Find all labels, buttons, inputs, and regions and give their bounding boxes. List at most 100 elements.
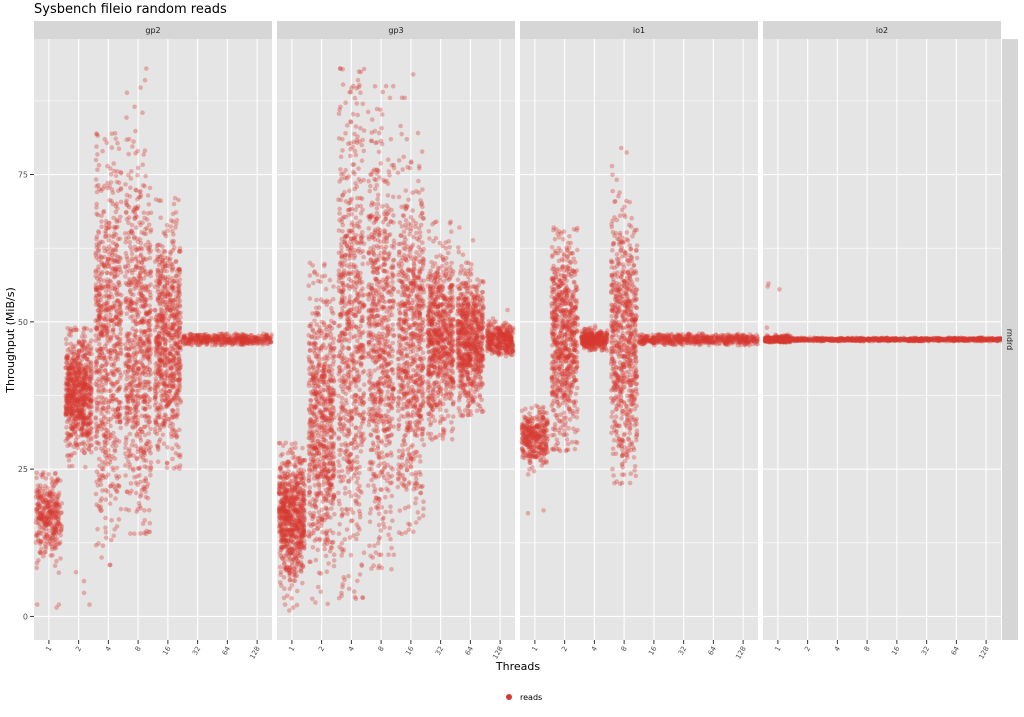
data-point [43,532,49,537]
data-point [77,402,83,408]
data-point [46,498,51,504]
data-point [53,501,59,507]
data-point [84,357,90,362]
data-point [86,443,91,448]
data-point [35,533,40,538]
data-point [152,259,158,264]
data-point [83,464,88,470]
data-point [49,476,54,482]
data-point [295,588,300,594]
x-tick-label: 1 [44,645,53,653]
data-point [54,508,59,514]
data-point [68,409,74,414]
data-point [65,371,71,377]
data-point [52,492,58,497]
data-point [175,386,180,391]
data-point-outlier [137,189,142,195]
data-point [161,441,167,447]
data-point [265,334,270,340]
data-point [141,319,147,325]
data-point [328,500,334,506]
data-point [323,286,329,292]
data-point [299,476,304,481]
data-point [159,393,164,399]
data-point [142,392,148,397]
data-point [50,526,55,531]
data-point-outlier [103,231,108,236]
data-point [171,238,176,244]
data-point [131,453,136,459]
data-point [171,232,176,237]
data-point [43,476,49,481]
data-point [51,531,56,536]
data-point [169,313,175,319]
data-point-outlier [143,531,149,537]
data-point [136,500,142,506]
data-point [49,497,55,502]
chart-title: Sysbench fileio random reads [34,2,227,17]
data-point [135,236,140,241]
data-point [40,493,46,499]
data-point [130,425,136,431]
data-point-outlier [87,602,92,607]
data-point [109,294,115,300]
data-point [168,249,173,255]
data-point [78,374,84,380]
data-point [53,542,59,547]
data-point [69,452,74,457]
data-point [94,434,100,439]
data-point [34,491,39,496]
data-point [148,450,153,456]
data-point [103,222,109,228]
data-point [55,514,61,520]
data-point [278,499,283,505]
data-point [328,435,334,441]
data-point [82,415,88,421]
data-point [39,515,45,521]
data-point [40,512,46,517]
series-reads-points [33,66,275,610]
data-point [73,363,79,368]
data-point [96,163,102,168]
data-point [64,397,70,402]
data-point [68,333,73,338]
data-point [279,583,284,588]
data-point [164,460,170,466]
data-point-outlier [54,605,59,610]
data-point [143,476,149,481]
data-point [132,286,137,292]
data-point [146,508,152,513]
data-point [93,269,98,275]
data-point [331,320,337,326]
data-point [74,423,79,428]
data-point [169,372,174,378]
data-point [56,504,62,509]
data-point [116,400,122,405]
data-point [82,392,87,397]
data-point [312,380,318,386]
data-point [58,527,64,533]
data-point [173,259,179,264]
data-point [115,367,120,373]
data-point [44,515,50,520]
data-point [48,513,54,519]
data-point [47,514,52,519]
data-point [48,537,53,542]
data-point [142,452,147,458]
data-point [69,365,75,371]
data-point [330,530,336,536]
data-point [289,486,294,491]
data-point [69,349,75,355]
data-point [48,490,53,496]
data-point [137,381,142,387]
data-point [49,502,54,507]
data-point [44,504,50,510]
data-point [118,425,123,431]
data-point [41,518,46,523]
data-point [98,498,103,504]
data-point [38,483,43,488]
data-point [66,406,72,412]
data-point [144,413,150,419]
data-point [47,492,53,497]
data-point [100,148,105,154]
